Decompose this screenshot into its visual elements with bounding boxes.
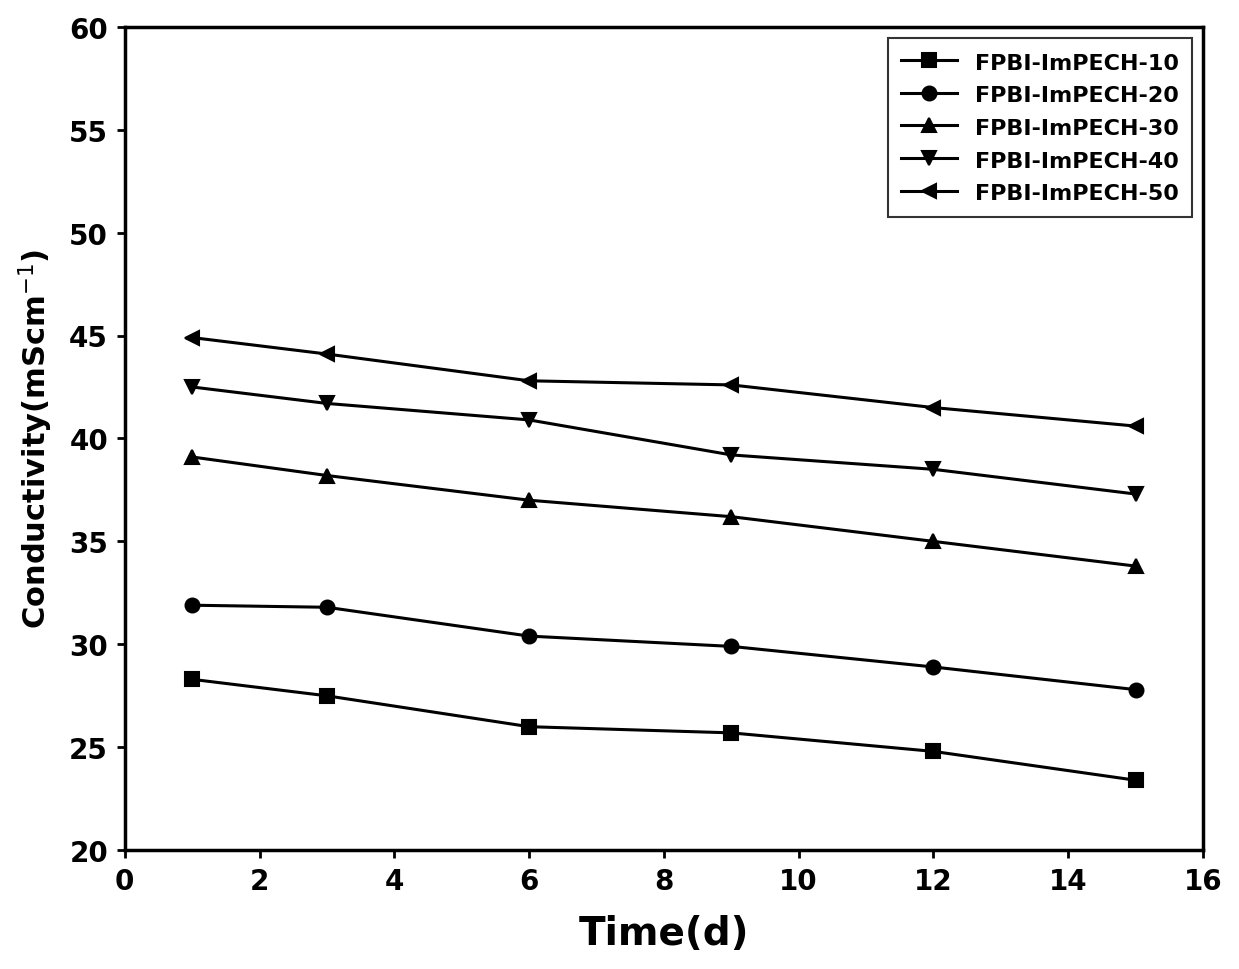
FPBI-ImPECH-30	[926, 536, 940, 547]
FPBI-ImPECH-50	[926, 402, 940, 414]
FPBI-ImPECH-10	[185, 673, 199, 685]
FPBI-ImPECH-40	[522, 415, 536, 426]
FPBI-ImPECH-40	[1129, 488, 1144, 500]
FPBI-ImPECH-50	[724, 380, 738, 391]
Legend: FPBI-ImPECH-10, FPBI-ImPECH-20, FPBI-ImPECH-30, FPBI-ImPECH-40, FPBI-ImPECH-50: FPBI-ImPECH-10, FPBI-ImPECH-20, FPBI-ImP…	[888, 39, 1192, 217]
FPBI-ImPECH-50	[1129, 421, 1144, 432]
Line: FPBI-ImPECH-30: FPBI-ImPECH-30	[185, 451, 1142, 574]
FPBI-ImPECH-10	[926, 746, 940, 758]
FPBI-ImPECH-20	[724, 641, 738, 652]
FPBI-ImPECH-20	[320, 602, 335, 613]
FPBI-ImPECH-20	[522, 631, 536, 642]
Line: FPBI-ImPECH-40: FPBI-ImPECH-40	[185, 381, 1142, 502]
FPBI-ImPECH-50	[522, 376, 536, 388]
FPBI-ImPECH-50	[185, 332, 199, 344]
FPBI-ImPECH-10	[522, 721, 536, 733]
FPBI-ImPECH-40	[185, 382, 199, 393]
FPBI-ImPECH-30	[724, 512, 738, 523]
FPBI-ImPECH-40	[926, 464, 940, 476]
Line: FPBI-ImPECH-10: FPBI-ImPECH-10	[185, 672, 1142, 788]
FPBI-ImPECH-50	[320, 349, 335, 360]
FPBI-ImPECH-30	[1129, 561, 1144, 573]
Line: FPBI-ImPECH-50: FPBI-ImPECH-50	[185, 331, 1142, 433]
FPBI-ImPECH-20	[1129, 684, 1144, 696]
FPBI-ImPECH-10	[320, 690, 335, 702]
FPBI-ImPECH-30	[522, 495, 536, 507]
Y-axis label: Conductivity(mScm$^{-1}$): Conductivity(mScm$^{-1}$)	[16, 249, 56, 629]
Line: FPBI-ImPECH-20: FPBI-ImPECH-20	[185, 599, 1142, 697]
FPBI-ImPECH-30	[320, 470, 335, 482]
FPBI-ImPECH-10	[724, 728, 738, 739]
FPBI-ImPECH-20	[926, 662, 940, 673]
FPBI-ImPECH-20	[185, 600, 199, 611]
FPBI-ImPECH-40	[724, 450, 738, 461]
FPBI-ImPECH-30	[185, 452, 199, 463]
FPBI-ImPECH-40	[320, 398, 335, 410]
X-axis label: Time(d): Time(d)	[579, 915, 750, 953]
FPBI-ImPECH-10	[1129, 774, 1144, 786]
